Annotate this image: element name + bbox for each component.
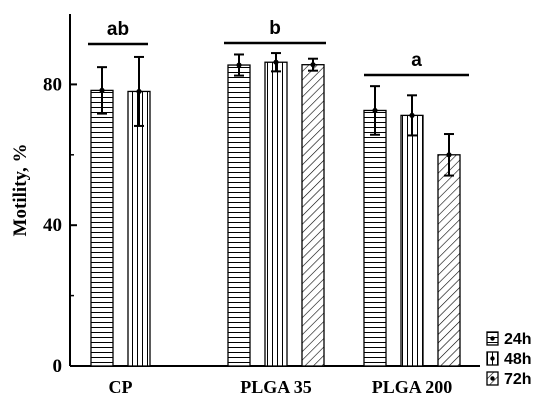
mean-point	[273, 59, 279, 65]
category-label: CP	[109, 377, 133, 397]
mean-point	[236, 62, 242, 68]
y-tick-label: 40	[43, 215, 62, 236]
y-tick-label: 80	[43, 74, 62, 95]
bar-72h-plga-200	[437, 154, 461, 367]
bar-48h-cp	[127, 90, 151, 367]
bar-48h-plga-200	[400, 114, 424, 367]
significance-letter: ab	[107, 19, 129, 40]
legend-marker	[490, 356, 495, 361]
mean-point	[372, 107, 378, 114]
error-bars	[97, 52, 454, 177]
bar-24h-plga-200	[363, 109, 387, 367]
category-label: PLGA 200	[372, 377, 453, 397]
bar-24h-plga-35	[227, 64, 251, 367]
legend-label-72h: 72h	[504, 371, 532, 388]
mean-point	[310, 62, 316, 68]
mean-point	[136, 88, 142, 95]
legend-label-24h: 24h	[504, 331, 532, 348]
significance-annotations: ab b a	[88, 18, 469, 77]
legend-label-48h: 48h	[504, 351, 532, 368]
legend-marker	[490, 336, 495, 341]
y-tick-label: 0	[53, 356, 63, 377]
legend: 24h 48h 72h	[486, 331, 532, 388]
y-axis-title: Motility, %	[10, 144, 31, 237]
mean-point	[409, 112, 415, 118]
legend-marker	[490, 376, 495, 381]
bars	[90, 61, 461, 367]
category-labels: CP PLGA 35 PLGA 200	[109, 377, 453, 397]
bar-48h-plga-35	[264, 61, 288, 367]
bar-24h-cp	[90, 89, 114, 367]
significance-letter: a	[411, 50, 422, 71]
bar-72h-plga-35	[301, 64, 325, 367]
category-label: PLGA 35	[240, 377, 312, 397]
mean-point	[446, 152, 452, 158]
mean-point	[99, 87, 105, 93]
significance-letter: b	[269, 18, 281, 39]
